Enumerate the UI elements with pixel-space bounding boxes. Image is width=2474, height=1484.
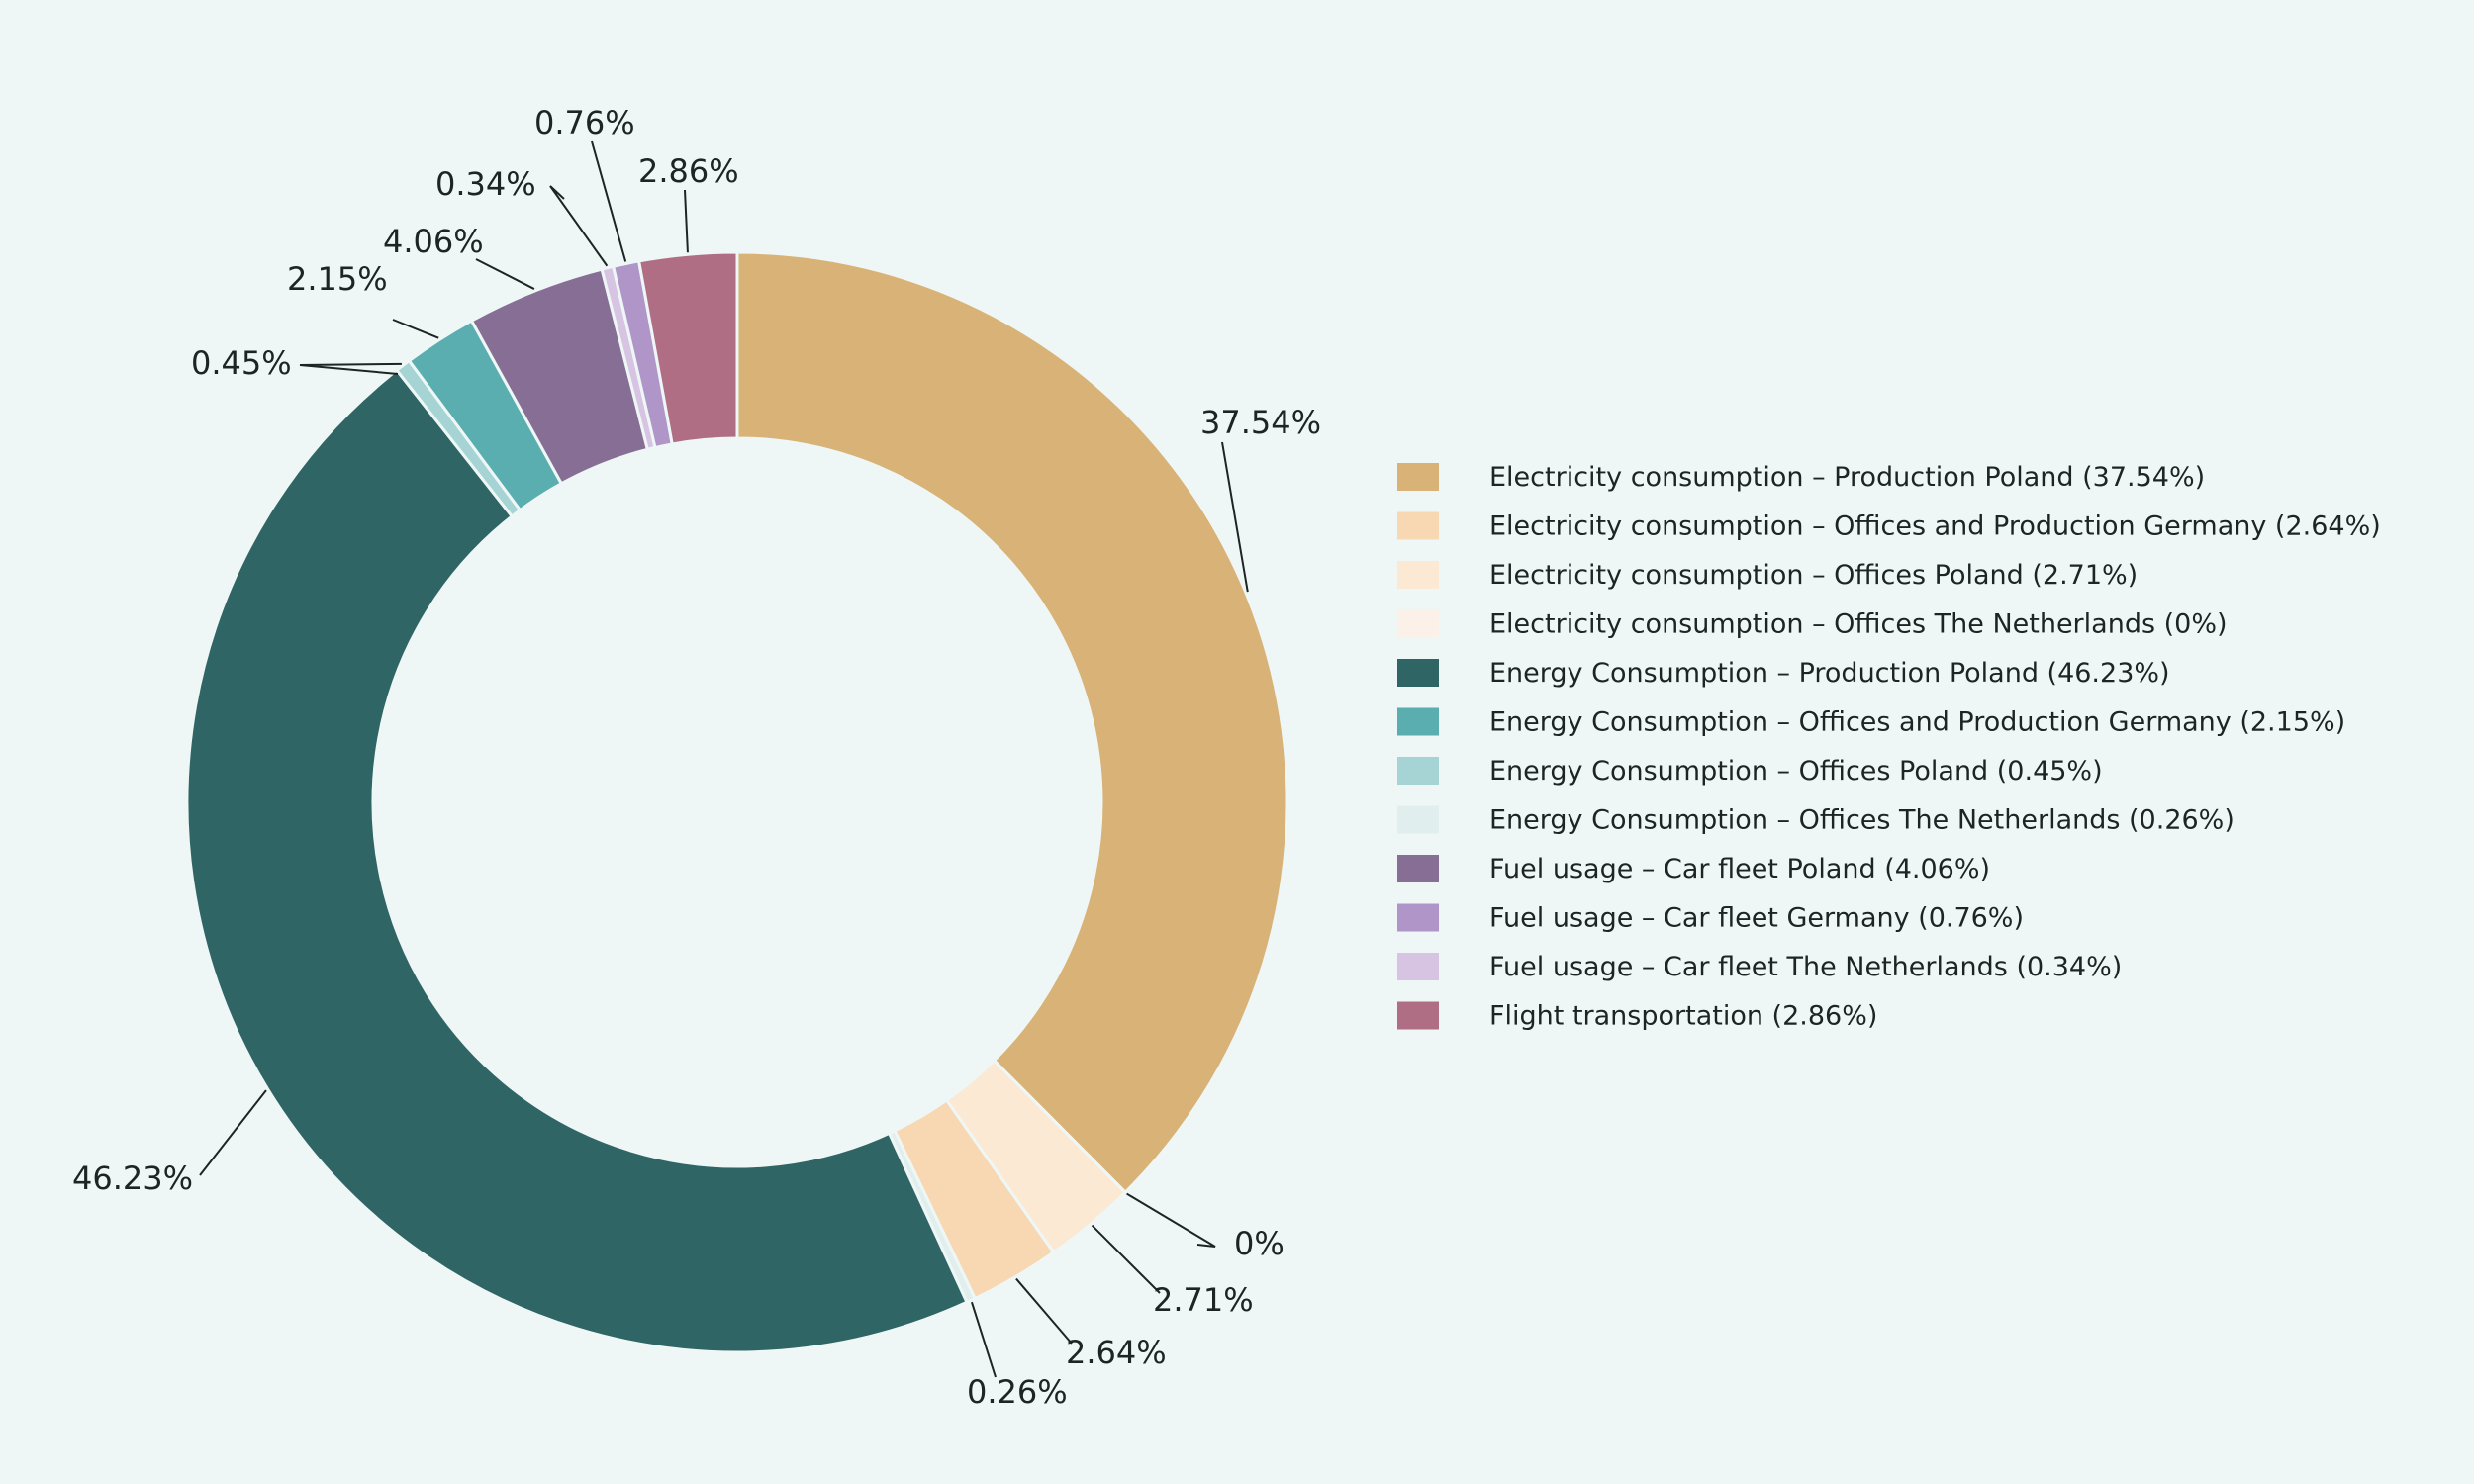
legend-label: Fuel usage – Car fleet Germany (0.76%) — [1489, 903, 2024, 934]
leader-line — [684, 189, 689, 253]
leader-line — [1126, 1192, 1216, 1248]
leader-line — [475, 258, 535, 290]
legend-swatch — [1397, 511, 1439, 540]
legend-swatch — [1397, 561, 1439, 589]
legend-label: Flight transportation (2.86%) — [1489, 1001, 1877, 1032]
slices-group — [185, 250, 1289, 1354]
slice-value-label: 37.54% — [1200, 404, 1321, 441]
legend-swatch — [1397, 903, 1439, 932]
donut-slice — [185, 368, 969, 1354]
slice-value-label: 0.34% — [435, 165, 536, 203]
slice-value-label: 2.86% — [638, 152, 739, 190]
leader-line — [970, 1301, 997, 1378]
leader-line — [591, 140, 627, 262]
leader-line — [1221, 441, 1249, 593]
legend: Electricity consumption – Production Pol… — [1397, 462, 2381, 1032]
legend-swatch — [1397, 659, 1439, 687]
leader-line — [299, 362, 402, 375]
slice-value-label: 0.26% — [967, 1373, 1068, 1411]
legend-swatch — [1397, 707, 1439, 736]
legend-swatch — [1397, 1001, 1439, 1030]
slice-value-label: 2.15% — [287, 260, 388, 298]
legend-swatch — [1397, 855, 1439, 882]
leader-line — [1091, 1224, 1161, 1294]
donut-slice — [636, 250, 739, 446]
legend-label: Electricity consumption – Offices Poland… — [1489, 560, 2138, 591]
slice-value-label: 2.71% — [1153, 1281, 1254, 1319]
legend-label: Fuel usage – Car fleet The Netherlands (… — [1489, 952, 2122, 982]
leader-line — [199, 1089, 267, 1176]
legend-label: Energy Consumption – Offices The Netherl… — [1489, 805, 2235, 836]
legend-label: Electricity consumption – Production Pol… — [1489, 462, 2205, 493]
value-labels-group: 37.54% 0% 2.71% 2.64%0.26% 46.23% 0.45% 2.15%4… — [72, 104, 1321, 1411]
leader-line — [549, 185, 609, 267]
legend-swatch — [1397, 953, 1439, 980]
slice-value-label: 4.06% — [383, 223, 484, 260]
slice-value-label: 0% — [1234, 1225, 1285, 1262]
slice-value-label: 0.76% — [534, 104, 635, 141]
legend-swatch — [1397, 609, 1439, 638]
leader-line — [392, 319, 439, 339]
legend-label: Fuel usage – Car fleet Poland (4.06%) — [1489, 854, 1990, 884]
slice-value-label: 2.64% — [1066, 1334, 1167, 1371]
slice-value-label: 0.45% — [191, 344, 292, 382]
legend-swatch — [1397, 805, 1439, 834]
legend-label: Energy Consumption – Offices and Product… — [1489, 707, 2345, 738]
legend-swatch — [1397, 463, 1439, 491]
legend-swatch — [1397, 757, 1439, 785]
legend-label: Energy Consumption – Offices Poland (0.4… — [1489, 756, 2103, 787]
leader-line — [1015, 1277, 1073, 1345]
legend-label: Electricity consumption – Offices and Pr… — [1489, 511, 2381, 542]
legend-label: Electricity consumption – Offices The Ne… — [1489, 609, 2228, 640]
slice-value-label: 46.23% — [72, 1159, 193, 1197]
donut-slice — [735, 250, 1289, 1195]
legend-label: Energy Consumption – Production Poland (… — [1489, 658, 2170, 689]
